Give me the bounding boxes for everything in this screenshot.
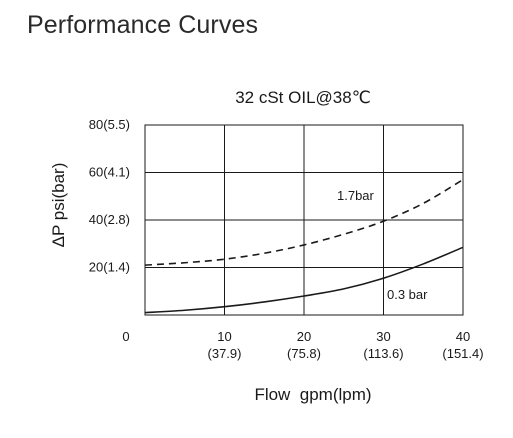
plot-frame [144,124,464,316]
series-line-1 [144,246,464,314]
grid-lines [145,125,463,315]
page-heading: Performance Curves [27,11,259,39]
y-tick-labels: 20(1.4) 40(2.8) 60(4.1) 80(5.5) [89,117,130,275]
chart-title: 32 cSt OIL@38℃ [235,88,371,107]
x-tick-sublabel: (113.6) [363,346,403,361]
x-axis-title: Flow gpm(lpm) [254,385,371,404]
y-tick-label: 60(4.1) [89,165,130,180]
x-tick-labels: 0 10 (37.9) 20 (75.8) 30 (113.6) 40 (151.4) [122,329,483,361]
x-tick-label: 30 [376,329,390,344]
x-tick-sublabel: (151.4) [442,346,483,361]
series-label-1: 0.3 bar [387,287,428,302]
x-tick-label: 0 [122,329,129,344]
y-tick-label: 40(2.8) [89,212,130,227]
x-tick-sublabel: (75.8) [287,346,321,361]
series-labels: 1.7bar 0.3 bar [337,188,428,302]
x-tick-sublabel: (37.9) [208,346,242,361]
series-line-0 [144,178,464,266]
x-tick-label: 10 [217,329,231,344]
series-label-0: 1.7bar [337,188,375,203]
y-tick-label: 20(1.4) [89,260,130,275]
y-tick-label: 80(5.5) [89,117,130,132]
x-tick-label: 20 [297,329,311,344]
x-tick-label: 40 [456,329,470,344]
y-axis-title: ΔP psi(bar) [49,163,68,248]
series-lines [144,178,464,314]
